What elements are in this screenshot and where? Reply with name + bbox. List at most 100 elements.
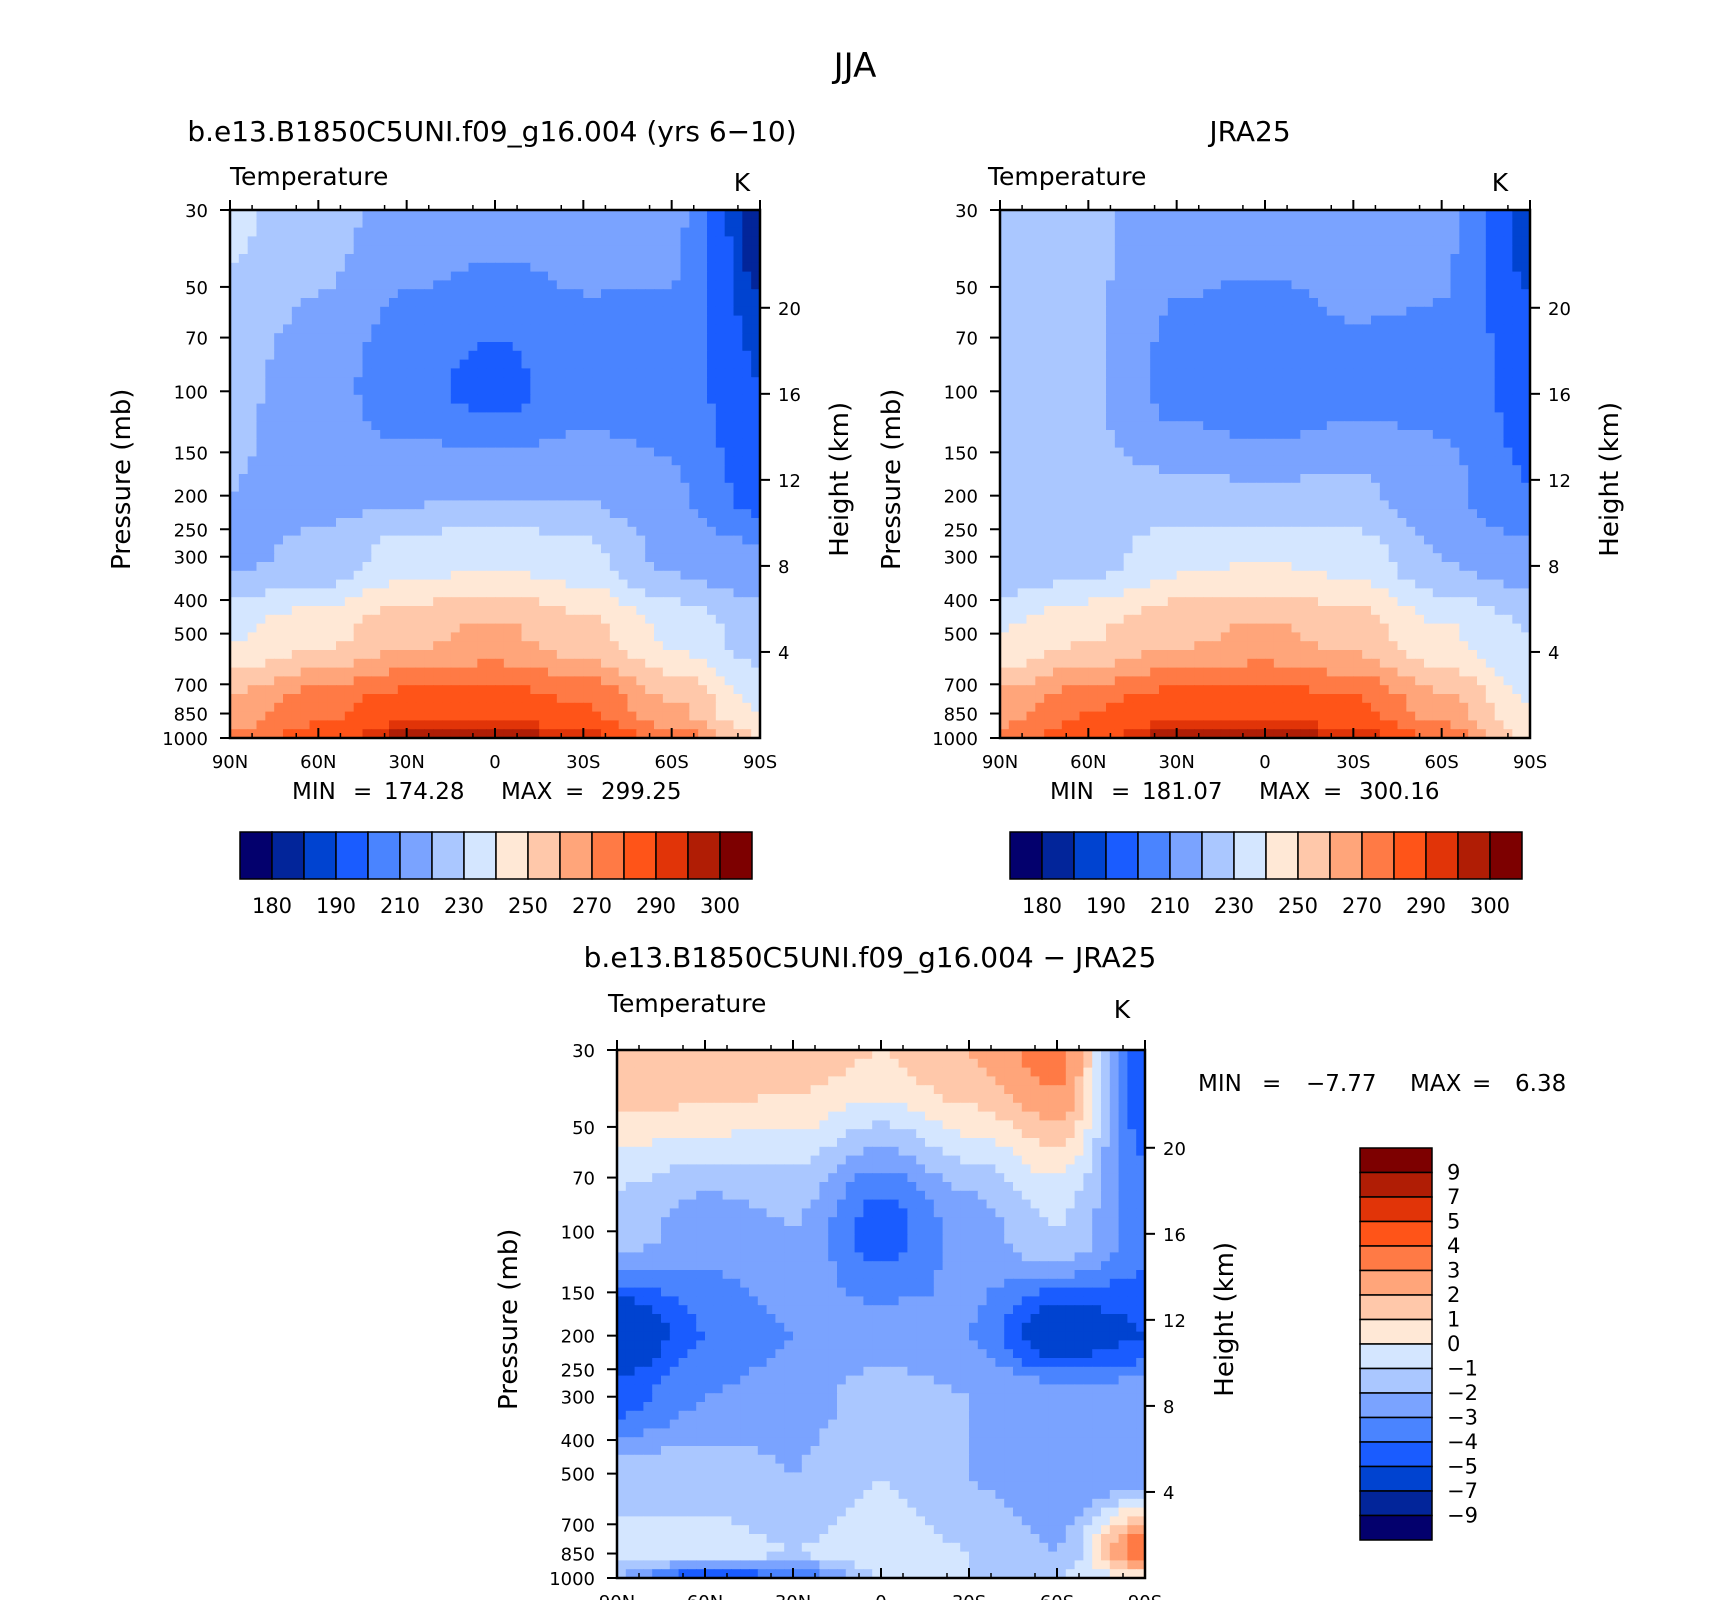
heatmap-cell — [1371, 280, 1381, 290]
heatmap-cell — [1256, 262, 1266, 273]
heatmap-cell — [1441, 315, 1452, 325]
heatmap-cell — [1309, 280, 1319, 290]
heatmap-cell — [327, 500, 337, 510]
heatmap-cell — [247, 500, 258, 510]
heatmap-cell — [1300, 306, 1310, 317]
heatmap-cell — [318, 289, 328, 299]
heatmap-cell — [1008, 245, 1019, 255]
heatmap-cell — [1309, 210, 1319, 220]
heatmap-cell — [291, 306, 302, 317]
heatmap-cell — [1044, 324, 1054, 334]
heatmap-cell — [353, 641, 364, 651]
heatmap-cell — [539, 210, 549, 220]
heatmap-cell — [689, 227, 699, 237]
heatmap-cell — [1061, 262, 1072, 273]
heatmap-cell — [274, 438, 284, 449]
heatmap-cell — [1459, 333, 1469, 343]
heatmap-cell — [442, 271, 452, 281]
heatmap-cell — [256, 667, 266, 677]
heatmap-cell — [1114, 245, 1125, 255]
heatmap-cell — [742, 254, 752, 264]
heatmap-cell — [707, 650, 717, 660]
heatmap-cell — [1000, 342, 1010, 352]
heatmap-cell — [636, 553, 646, 563]
heatmap-cell — [371, 667, 381, 677]
heatmap-cell — [609, 570, 620, 581]
heatmap-cell — [1026, 315, 1036, 325]
heatmap-cell — [707, 359, 717, 369]
heatmap-cell — [397, 280, 408, 290]
heatmap-cell — [1344, 227, 1354, 237]
heatmap-cell — [283, 245, 293, 255]
heatmap-cell — [1150, 245, 1160, 255]
heatmap-cell — [1026, 210, 1036, 220]
heatmap-cell — [1247, 271, 1257, 281]
heatmap-cell — [256, 553, 266, 563]
heatmap-cell — [336, 667, 346, 677]
heatmap-cell — [353, 650, 364, 660]
heatmap-cell — [574, 430, 584, 440]
heatmap-cell — [592, 623, 602, 633]
heatmap-cell — [380, 306, 390, 317]
heatmap-cell — [486, 588, 496, 598]
heatmap-cell — [362, 456, 372, 466]
heatmap-cell — [645, 588, 655, 598]
heatmap-cell — [565, 315, 576, 325]
heatmap-cell — [495, 394, 505, 405]
heatmap-cell — [309, 236, 319, 246]
heatmap-cell — [256, 210, 266, 220]
heatmap-cell — [353, 394, 364, 405]
heatmap-cell — [336, 377, 346, 387]
heatmap-cell — [371, 227, 381, 237]
heatmap-cell — [724, 491, 735, 501]
heatmap-cell — [1017, 333, 1028, 343]
heatmap-cell — [318, 368, 328, 378]
heatmap-cell — [495, 729, 505, 739]
colorbar-box — [463, 831, 497, 880]
heatmap-cell — [1485, 306, 1496, 317]
heatmap-cell — [671, 342, 682, 352]
heatmap-cell — [724, 658, 735, 669]
heatmap-cell — [530, 641, 540, 651]
heatmap-cell — [477, 667, 487, 677]
heatmap-cell — [318, 386, 328, 396]
heatmap-cell — [733, 333, 743, 343]
heatmap-cell — [265, 658, 275, 669]
heatmap-cell — [1397, 280, 1407, 290]
heatmap-cell — [530, 394, 540, 405]
heatmap-cell — [698, 447, 708, 457]
heatmap-cell — [406, 676, 417, 686]
heatmap-cell — [274, 614, 284, 625]
heatmap-cell — [353, 227, 364, 237]
heatmap-cell — [662, 544, 673, 554]
heatmap-cell — [406, 526, 417, 537]
heatmap-cell — [362, 394, 372, 405]
heatmap-cell — [1415, 280, 1425, 290]
heatmap-cell — [406, 456, 417, 466]
heatmap-cell — [662, 368, 673, 378]
heatmap-cell — [565, 394, 576, 405]
heatmap-cell — [601, 509, 611, 519]
heatmap-cell — [1203, 368, 1213, 378]
heatmap-cell — [362, 614, 372, 625]
heatmap-cell — [1326, 386, 1337, 396]
heatmap-cell — [1362, 210, 1372, 220]
colorbar-box — [719, 831, 753, 880]
heatmap-cell — [274, 650, 284, 660]
heatmap-cell — [574, 588, 584, 598]
heatmap-cell — [336, 614, 346, 625]
heatmap-cell — [539, 315, 549, 325]
heatmap-cell — [645, 711, 655, 721]
heatmap-cell — [486, 333, 496, 343]
heatmap-cell — [618, 386, 629, 396]
heatmap-cell — [1132, 386, 1142, 396]
heatmap-cell — [698, 350, 708, 361]
heatmap-cell — [283, 430, 293, 440]
heatmap-cell — [512, 430, 523, 440]
heatmap-cell — [327, 280, 337, 290]
heatmap-cell — [654, 667, 664, 677]
heatmap-cell — [477, 720, 487, 730]
heatmap-cell — [477, 236, 487, 246]
heatmap-cell — [336, 333, 346, 343]
heatmap-cell — [565, 377, 576, 387]
